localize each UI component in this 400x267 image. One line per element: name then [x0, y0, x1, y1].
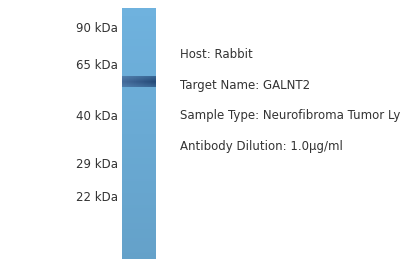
Text: Sample Type: Neurofibroma Tumor Lysate: Sample Type: Neurofibroma Tumor Lysate — [180, 109, 400, 123]
Text: 90 kDa: 90 kDa — [76, 22, 118, 34]
Text: 22 kDa: 22 kDa — [76, 191, 118, 204]
Text: Target Name: GALNT2: Target Name: GALNT2 — [180, 79, 310, 92]
Text: 29 kDa: 29 kDa — [76, 158, 118, 171]
Text: 65 kDa: 65 kDa — [76, 59, 118, 72]
Text: Host: Rabbit: Host: Rabbit — [180, 48, 253, 61]
Text: 40 kDa: 40 kDa — [76, 110, 118, 123]
Text: Antibody Dilution: 1.0µg/ml: Antibody Dilution: 1.0µg/ml — [180, 140, 343, 153]
